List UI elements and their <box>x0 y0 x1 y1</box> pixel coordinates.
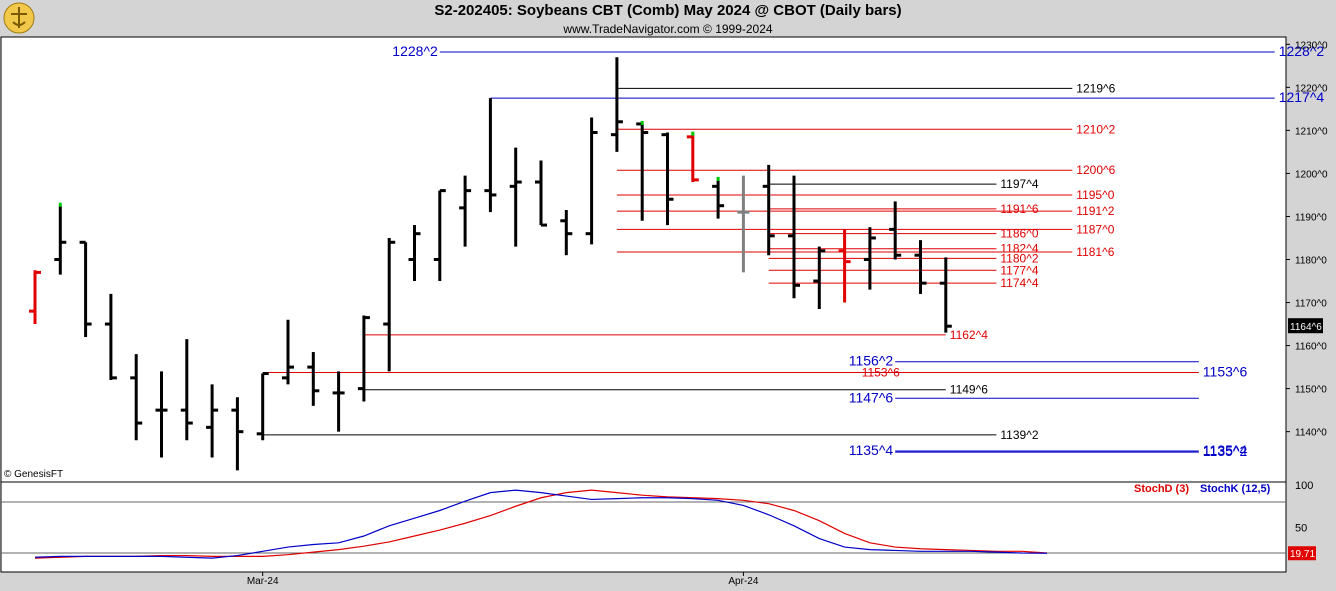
price-axis: 1230^0 1220^0 1210^0 1200^0 1190^0 1180^0 1170… <box>1286 40 1328 439</box>
y-tick-label: 1180^0 <box>1295 256 1327 267</box>
level-label: 1195^0 <box>1076 188 1114 202</box>
level-label: 1139^2 <box>1000 428 1038 442</box>
y-tick-label: 1230^0 <box>1295 40 1328 51</box>
y-tick-label: 1210^0 <box>1295 126 1328 137</box>
stoch-tick-label: 100 <box>1295 480 1313 492</box>
copyright-watermark: © GenesisFT <box>4 469 64 480</box>
stoch-value-label: 19.71 <box>1290 549 1315 560</box>
trade-navigator-logo <box>3 2 35 34</box>
y-tick-label: 1190^0 <box>1295 212 1327 223</box>
level-lines: 1228^2 1228^2 1217^4 1219^6 1210^2 1200^6 1197… <box>262 43 1325 459</box>
level-label: 1153^6 <box>1203 363 1248 379</box>
level-label: 1217^4 <box>1279 89 1325 105</box>
level-label: 1191^2 <box>1076 204 1114 218</box>
price-panel <box>0 36 1287 483</box>
level-label: 1180^2 <box>1000 251 1038 265</box>
level-label: 1228^2 <box>1279 43 1325 59</box>
stoch-value-badge <box>1288 546 1316 561</box>
bar-signal-mark <box>640 120 644 125</box>
bar-signal-mark <box>58 202 62 207</box>
x-tick-label: Apr-24 <box>728 576 758 587</box>
last-price-label: 1164^6 <box>1290 322 1322 333</box>
y-tick-label: 1160^0 <box>1295 342 1327 353</box>
level-label: 1135^2 <box>1203 443 1248 459</box>
level-label: 1219^6 <box>1076 81 1115 95</box>
y-tick-label: 1150^0 <box>1295 385 1327 396</box>
y-tick-label: 1220^0 <box>1295 83 1328 94</box>
level-label: 1135^4 <box>849 442 894 458</box>
level-label: 1162^4 <box>950 328 988 342</box>
chart-subtitle: www.TradeNavigator.com © 1999-2024 <box>563 22 773 36</box>
stoch-series-line <box>34 489 1048 559</box>
level-label: 1174^4 <box>1000 276 1038 290</box>
chart-title: S2-202405: Soybeans CBT (Comb) May 2024 … <box>434 2 902 19</box>
level-label: 1187^0 <box>1076 222 1114 236</box>
level-label: 1135^4 <box>1203 442 1248 458</box>
bar-signal-mark <box>691 131 695 136</box>
x-tick-label: Mar-24 <box>247 576 279 587</box>
legend-stochk: StochK (12,5) <box>1200 483 1271 495</box>
y-tick-label: 1140^0 <box>1295 428 1327 439</box>
level-label: 1228^2 <box>392 43 438 59</box>
level-label: 1210^2 <box>1076 122 1115 136</box>
y-tick-label: 1170^0 <box>1295 299 1327 310</box>
level-label: 1186^0 <box>1000 227 1038 241</box>
level-label: 1153^6 <box>862 365 900 379</box>
legend-stochd: StochD (3) <box>1134 483 1189 495</box>
stoch-series-line <box>34 489 1048 559</box>
stochastic-lines: 100 50 19.71 <box>1 480 1316 561</box>
level-label: 1181^6 <box>1076 245 1114 259</box>
level-label: 1147^6 <box>849 389 894 405</box>
level-label: 1156^2 <box>849 353 894 369</box>
bar-signal-mark <box>716 176 720 181</box>
level-label: 1191^6 <box>1000 202 1038 216</box>
price-bars <box>29 57 952 471</box>
level-label: 1177^4 <box>1000 263 1038 277</box>
level-label: 1149^6 <box>950 383 988 397</box>
level-label: 1197^4 <box>1000 177 1038 191</box>
stoch-tick-label: 50 <box>1295 523 1307 535</box>
date-axis: Mar-24 Apr-24 <box>247 572 759 587</box>
last-price-badge <box>1288 318 1323 334</box>
level-label: 1200^6 <box>1076 163 1115 177</box>
y-tick-label: 1200^0 <box>1295 169 1328 180</box>
